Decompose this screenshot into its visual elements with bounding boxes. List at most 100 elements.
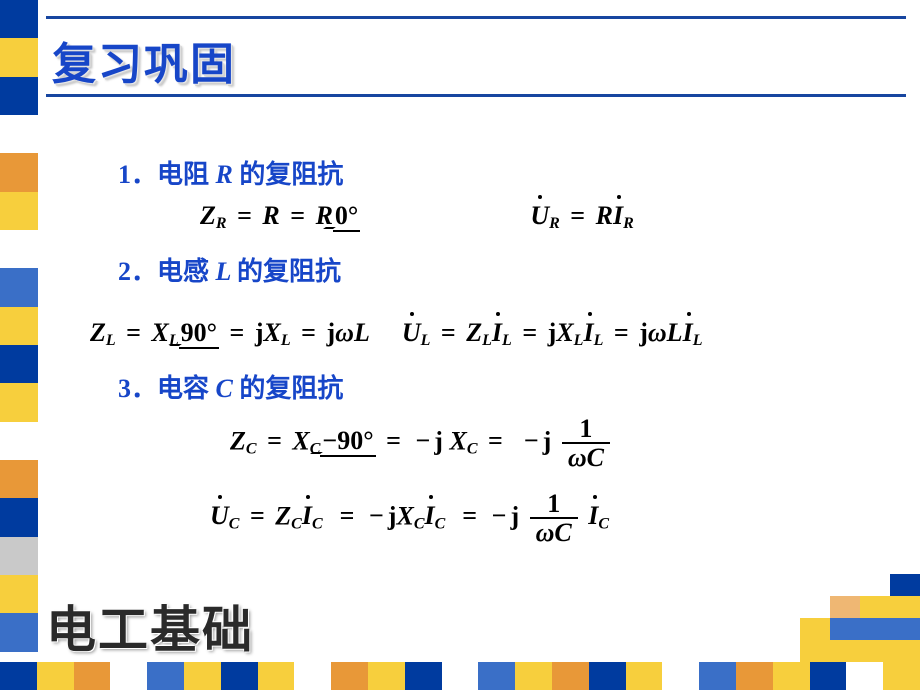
- eq2a-eq3: =: [297, 318, 320, 347]
- eq3a-Z: Z: [230, 426, 246, 455]
- heading-2-var: L: [209, 257, 237, 286]
- eq2b-j2: j: [639, 318, 648, 347]
- eq3b-neg1: −: [365, 501, 388, 530]
- eq2b-IL2: L: [594, 332, 604, 349]
- heading-1-pre: 电阻: [157, 160, 209, 189]
- eq3a-XC2: C: [467, 440, 478, 457]
- eq3a-frac-den: ωC: [562, 442, 610, 471]
- eq2a-ang-text: 90°: [179, 318, 219, 349]
- eq3a-j1: j: [434, 426, 443, 455]
- eq3b-frac-num: 1: [530, 490, 578, 517]
- eq1a-R2: R: [316, 201, 333, 230]
- eq2a-ZL: L: [106, 332, 116, 349]
- heading-1-post: 的复阻抗: [239, 160, 343, 189]
- eq3a-C: C: [587, 443, 604, 472]
- eq3b-UC: C: [229, 515, 240, 532]
- eq3a-eq1: =: [263, 426, 286, 455]
- eq2a-eq2: =: [226, 318, 249, 347]
- eq2a-XL2: L: [281, 332, 291, 349]
- eq2a-L: L: [354, 318, 370, 347]
- eq1a-ang-text: 0°: [333, 201, 360, 232]
- eq2a-angle: 90°: [179, 318, 219, 348]
- eq1b-UR: R: [549, 215, 560, 232]
- eq2b-IL3: L: [693, 332, 703, 349]
- eq2b-XL: L: [574, 332, 584, 349]
- eq3a-om: ω: [568, 443, 587, 472]
- eq3b-eq3: =: [458, 501, 481, 530]
- eq3b-ZC: C: [291, 515, 302, 532]
- eq3a-eq2: =: [382, 426, 405, 455]
- eq3a-ang-text: −90°: [320, 426, 375, 457]
- eq2b-I1: I: [492, 318, 502, 348]
- eq2a-om: ω: [335, 318, 354, 347]
- eq-3a: ZC = XC−90° = −j XC = −j 1 ωC: [230, 415, 614, 472]
- eq3a-frac-num: 1: [562, 415, 610, 442]
- eq2a-j2: j: [326, 318, 335, 347]
- eq1a-sub: R: [216, 215, 227, 232]
- eq3b-I1: I: [302, 501, 312, 531]
- eq1b-IR: R: [623, 215, 634, 232]
- eq2b-X: X: [556, 318, 573, 347]
- eq3b-IC1: C: [312, 515, 323, 532]
- eq2b-Z: Z: [466, 318, 482, 347]
- eq3a-X2: X: [449, 426, 466, 455]
- eq2b-I3: I: [683, 318, 693, 348]
- eq3b-Cden: C: [554, 518, 571, 547]
- heading-2: 2．电感 L 的复阻抗: [118, 251, 880, 288]
- eq1b-R: R: [596, 201, 613, 230]
- heading-3-post: 的复阻抗: [239, 374, 343, 403]
- eq2b-ZL: L: [482, 332, 492, 349]
- eq3a-X: X: [292, 426, 309, 455]
- eq1a-eq1: =: [233, 201, 256, 230]
- eq3b-I3: I: [588, 501, 598, 531]
- title-underline: [46, 94, 906, 97]
- eq3b-frac-den: ωC: [530, 517, 578, 546]
- heading-1-var: R: [209, 160, 239, 189]
- eq-2a: ZL = XL90° = jXL = jωL: [90, 318, 370, 350]
- heading-3-pre: 电容: [157, 374, 209, 403]
- heading-2-post: 的复阻抗: [237, 257, 341, 286]
- eq2a-Z: Z: [90, 318, 106, 347]
- eq2a-X: X: [152, 318, 169, 347]
- eq3b-eq1: =: [246, 501, 269, 530]
- footer-logo: 电工基础: [46, 590, 254, 662]
- eq3b-frac: 1 ωC: [530, 490, 578, 547]
- eq3b-Z: Z: [275, 501, 291, 530]
- eq1a-Z: Z: [200, 201, 216, 230]
- eq3b-j2: j: [510, 501, 519, 530]
- eq-2b: UL = ZLIL = jXLIL = jωLIL: [402, 318, 703, 350]
- heading-2-num: 2．: [118, 257, 157, 286]
- heading-3: 3．电容 C 的复阻抗: [118, 368, 880, 405]
- eq2a-X2: X: [264, 318, 281, 347]
- eq2b-eq1: =: [437, 318, 460, 347]
- eq1b-U: U: [530, 201, 549, 231]
- eq2a-eq1: =: [122, 318, 145, 347]
- heading-1-num: 1．: [118, 160, 157, 189]
- bottom-color-border: [0, 662, 920, 690]
- eq1b-I: I: [613, 201, 623, 231]
- content-area: 1．电阻 R 的复阻抗 ZR = R = R0° UR = RIR 2．电感 L…: [100, 140, 880, 564]
- equation-row-3a: ZC = XC−90° = −j XC = −j 1 ωC: [100, 415, 880, 472]
- eq2b-eq3: =: [610, 318, 633, 347]
- eq2b-I2: I: [583, 318, 593, 348]
- eq1b-eq: =: [566, 201, 589, 230]
- eq3b-I2: I: [424, 501, 434, 531]
- eq3a-XC: C: [310, 440, 321, 457]
- eq3b-XC: C: [414, 515, 425, 532]
- eq3a-j2: j: [543, 426, 552, 455]
- eq3a-neg1: −: [411, 426, 434, 455]
- eq3b-IC2: C: [435, 515, 446, 532]
- eq3a-frac: 1 ωC: [562, 415, 610, 472]
- eq2b-IL1: L: [502, 332, 512, 349]
- eq3b-om: ω: [536, 518, 555, 547]
- eq1a-angle: 0°: [333, 201, 360, 231]
- eq3b-X: X: [396, 501, 413, 530]
- eq3b-neg2: −: [488, 501, 511, 530]
- eq3a-neg2: −: [520, 426, 543, 455]
- eq3a-eq3: =: [484, 426, 507, 455]
- eq2a-j1: j: [255, 318, 264, 347]
- eq3b-IC3: C: [598, 515, 609, 532]
- eq3b-U: U: [210, 501, 229, 531]
- top-rule: [46, 16, 906, 19]
- left-color-border: [0, 0, 38, 690]
